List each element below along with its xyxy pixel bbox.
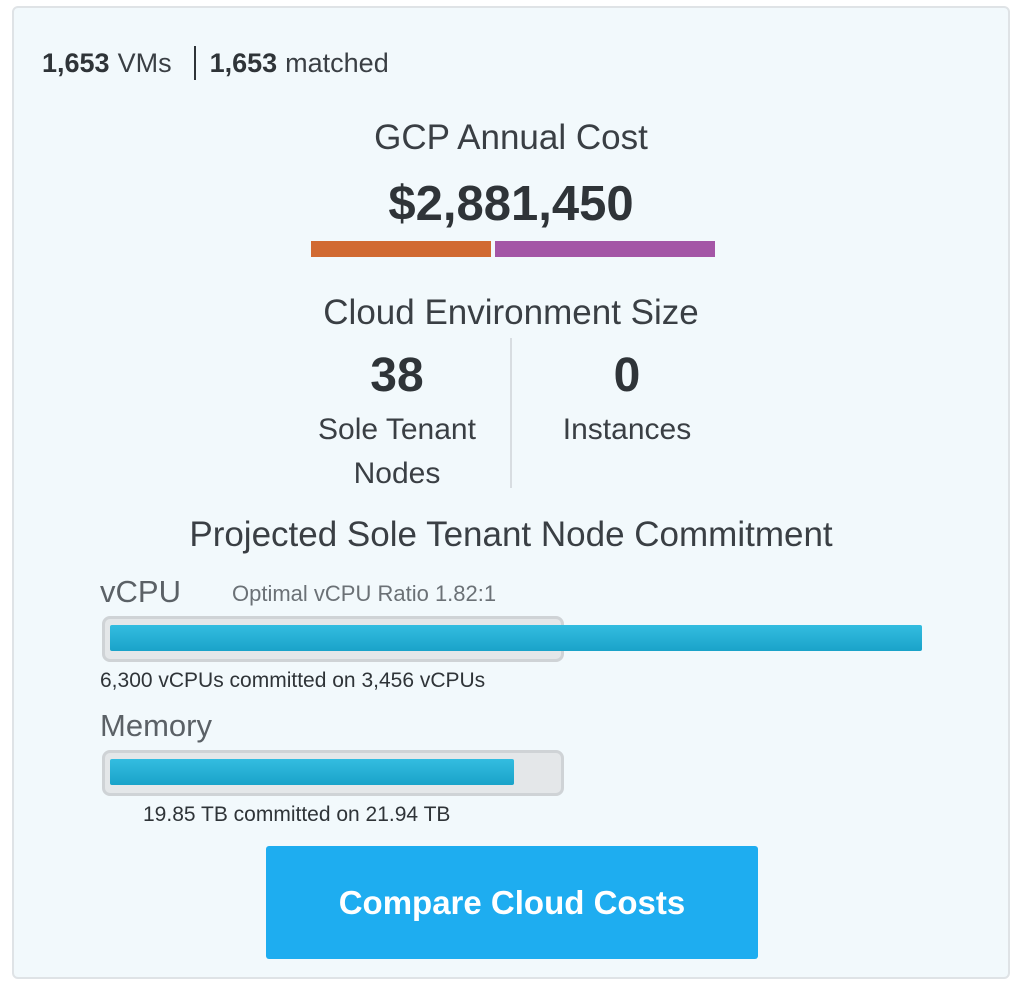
- vcpu-label: vCPU: [100, 574, 181, 609]
- vm-count-label: VMs: [117, 47, 172, 78]
- vcpu-progress-fill: [110, 625, 922, 651]
- counts-separator: [193, 46, 196, 80]
- memory-progress-fill: [110, 759, 514, 785]
- sole-tenant-nodes-label-line2: Nodes: [353, 457, 441, 490]
- stat-divider: [510, 338, 512, 488]
- instances-label: Instances: [562, 413, 692, 446]
- vcpu-ratio-text: Optimal vCPU Ratio 1.82:1: [232, 581, 497, 606]
- annual-cost-value: $2,881,450: [388, 177, 634, 231]
- sole-tenant-nodes-value: 38: [370, 349, 424, 402]
- environment-size-title: Cloud Environment Size: [323, 293, 699, 332]
- cloud-summary-card: 1,653 VMs 1,653 matched GCP Annual Cost …: [12, 6, 1010, 979]
- annual-cost-title: GCP Annual Cost: [374, 118, 648, 157]
- cost-bar-segment-2: [495, 241, 715, 257]
- memory-label: Memory: [100, 708, 212, 743]
- sole-tenant-nodes-label: Sole Tenant Nodes: [292, 408, 502, 496]
- memory-caption: 19.85 TB committed on 21.94 TB: [143, 803, 451, 826]
- sole-tenant-nodes-label-line1: Sole Tenant: [318, 413, 476, 446]
- vm-count: 1,653: [42, 47, 110, 78]
- matched-count: 1,653: [209, 47, 278, 78]
- vm-counts: 1,653 VMs 1,653 matched: [42, 46, 389, 80]
- commitment-title: Projected Sole Tenant Node Commitment: [189, 515, 833, 554]
- cost-bar-segment-1: [311, 241, 491, 257]
- instances-stat: 0 Instances: [522, 346, 732, 452]
- matched-count-label: matched: [285, 47, 389, 78]
- compare-cloud-costs-button[interactable]: Compare Cloud Costs: [266, 846, 758, 959]
- vcpu-caption: 6,300 vCPUs committed on 3,456 vCPUs: [100, 669, 486, 692]
- instances-value: 0: [613, 349, 641, 402]
- sole-tenant-nodes-stat: 38 Sole Tenant Nodes: [292, 346, 502, 496]
